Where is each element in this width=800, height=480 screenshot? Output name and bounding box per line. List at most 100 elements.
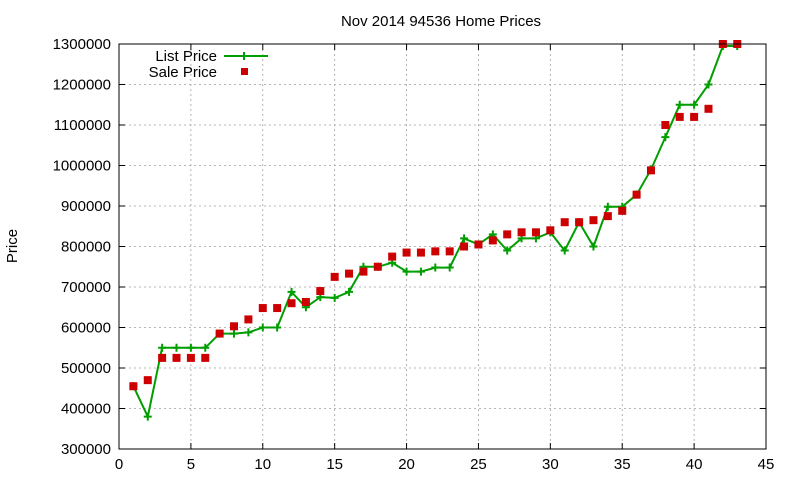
legend: List Price Sale Price (149, 48, 268, 81)
sale-price-point (129, 382, 138, 391)
sale-price-point (258, 304, 267, 313)
sale-price-point (345, 269, 354, 278)
list-price-point (273, 323, 282, 332)
sale-price-point (201, 353, 210, 362)
y-tick-label: 1300000 (53, 36, 111, 53)
sale-price-point (244, 315, 253, 324)
sale-price-point (301, 297, 310, 306)
list-price-point (402, 267, 411, 276)
list-price-point (503, 246, 512, 255)
sale-price-point (603, 212, 612, 221)
sale-price-point (546, 226, 555, 235)
list-price-point (560, 246, 569, 255)
y-tick-label: 1100000 (54, 117, 111, 134)
y-tick-label: 400000 (61, 401, 111, 418)
legend-marker-sale-price (241, 68, 248, 75)
chart-title: Nov 2014 94536 Home Prices (341, 13, 541, 30)
sale-price-point (416, 248, 425, 257)
sale-price-point (488, 236, 497, 245)
grid (119, 44, 766, 449)
sale-price-point (402, 248, 411, 257)
sale-price-point (675, 112, 684, 121)
x-tick-label: 40 (686, 456, 703, 473)
x-tick-label: 25 (470, 456, 487, 473)
list-price-point (201, 343, 210, 352)
list-price-point (244, 328, 253, 337)
sale-price-point (646, 166, 655, 175)
plot-frame (118, 43, 767, 450)
y-axis-label: Price (4, 229, 21, 263)
sale-price-point (158, 353, 167, 362)
list-price-point (460, 234, 469, 243)
list-price-point (704, 80, 713, 89)
sale-price-point (503, 230, 512, 239)
axis-ticks: 0 5 10 15 20 25 30 35 40 45 300000 400000 500000 6000… (53, 36, 775, 473)
list-price-point (675, 100, 684, 109)
sale-price-point (373, 262, 382, 271)
sale-price-point (560, 218, 569, 227)
y-tick-label: 700000 (61, 279, 111, 296)
x-tick-label: 35 (614, 456, 631, 473)
x-tick-label: 20 (398, 456, 415, 473)
x-tick-label: 45 (758, 456, 775, 473)
sale-price-point (474, 240, 483, 249)
list-price-point (445, 263, 454, 272)
sale-price-point (704, 104, 713, 113)
sale-price-point (589, 216, 598, 225)
sale-price-point (517, 228, 526, 237)
sale-price-point (661, 121, 670, 129)
sale-price-point (575, 218, 584, 227)
sale-price-point (287, 299, 296, 308)
sale-price-point (230, 322, 239, 331)
y-tick-label: 900000 (61, 198, 111, 215)
sale-price-point (431, 247, 440, 256)
x-tick-label: 10 (254, 456, 271, 473)
sale-price-point (359, 267, 368, 276)
x-tick-label: 15 (326, 456, 343, 473)
list-price-point (603, 202, 612, 211)
y-tick-label: 500000 (61, 360, 111, 377)
list-price-point (186, 343, 195, 352)
list-price-point (330, 293, 339, 302)
list-price-point (345, 287, 354, 296)
sale-price-point (531, 228, 540, 237)
list-price-point (416, 267, 425, 276)
list-price-point (258, 323, 267, 332)
sale-price-point (460, 242, 469, 251)
sale-price-point (690, 112, 699, 121)
series-layer (129, 40, 742, 421)
sale-price-point (215, 329, 224, 338)
y-tick-label: 1200000 (53, 77, 111, 94)
sale-price-point (330, 272, 339, 281)
y-tick-label: 1000000 (53, 158, 111, 175)
list-price-point (431, 263, 440, 272)
sale-price-point (388, 252, 397, 261)
list-price-point (589, 242, 598, 251)
y-tick-label: 600000 (61, 320, 111, 337)
sale-price-point (445, 247, 454, 256)
list-price-point (690, 100, 699, 109)
series-line-list-price (132, 45, 738, 420)
sale-price-point (618, 206, 627, 215)
list-price-point (287, 287, 296, 296)
sale-price-point (186, 353, 195, 362)
list-price-point (158, 343, 167, 352)
list-price-point (172, 343, 181, 352)
list-price-point (230, 329, 239, 338)
x-tick-label: 5 (187, 456, 195, 473)
sale-price-point (273, 304, 282, 313)
list-price-point (661, 133, 670, 142)
x-tick-label: 30 (542, 456, 559, 473)
legend-label-sale-price: Sale Price (149, 64, 217, 81)
legend-label-list-price: List Price (155, 48, 217, 65)
list-price-point (143, 412, 152, 421)
sale-price-point (632, 190, 641, 199)
y-tick-label: 800000 (61, 239, 111, 256)
sale-price-point (172, 353, 181, 362)
x-tick-label: 0 (115, 456, 123, 473)
sale-price-point (316, 287, 325, 296)
sale-price-point (143, 376, 152, 385)
y-tick-label: 300000 (61, 441, 111, 458)
legend-marker-list-price (240, 52, 248, 60)
